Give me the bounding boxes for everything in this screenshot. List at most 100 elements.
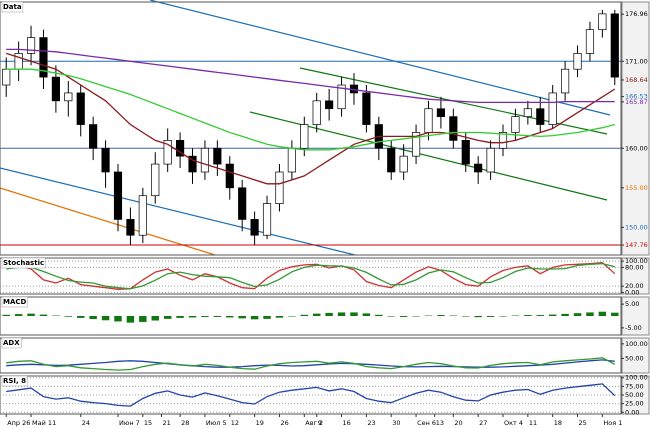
bar <box>151 316 159 321</box>
axis-column <box>621 337 650 374</box>
series-line <box>6 48 615 104</box>
x-tick-label: 28 <box>181 419 189 427</box>
panel-title: Data <box>3 3 22 11</box>
bar <box>163 316 172 319</box>
candle-body <box>461 140 470 165</box>
x-tick-label: Июн 7 <box>119 419 140 427</box>
y-tick-label: 100.00 <box>625 257 648 265</box>
series-line <box>6 262 615 290</box>
bar <box>375 314 383 316</box>
candle-body <box>225 163 234 189</box>
x-tick-label: Июл 5 <box>206 419 227 427</box>
panel-frame <box>0 257 622 295</box>
bar <box>238 316 246 319</box>
bar <box>126 316 135 323</box>
x-tick-label: 27 <box>479 419 487 427</box>
x-tick-label: Ноя 1 <box>603 419 622 427</box>
bar <box>536 315 544 316</box>
bar <box>325 312 333 316</box>
bar <box>486 316 495 317</box>
series-line <box>6 68 615 151</box>
bar <box>89 316 97 320</box>
x-tick-label: Окт 4 <box>504 419 523 427</box>
candle-body <box>200 147 210 173</box>
panel-title-box <box>1 257 46 269</box>
candle-body <box>523 108 532 117</box>
panel-frame <box>0 296 622 336</box>
candle-body <box>300 124 309 149</box>
bar <box>226 316 234 318</box>
x-tick-label: Апр 26 <box>7 419 30 427</box>
bar <box>412 316 420 317</box>
x-tick-label: 9 <box>318 419 322 427</box>
axis-column <box>621 296 650 336</box>
candle-body <box>275 171 284 204</box>
bar <box>524 315 532 316</box>
candle-body <box>325 100 334 110</box>
candle-body <box>287 147 296 173</box>
candle-body <box>511 116 520 133</box>
x-tick-label: 24 <box>82 419 90 427</box>
panel-title-box <box>1 337 22 349</box>
bar <box>424 315 433 317</box>
bar <box>350 312 358 316</box>
candle-body <box>39 37 48 78</box>
candle-body <box>362 92 371 125</box>
bar <box>548 314 557 316</box>
series-line <box>6 52 616 185</box>
bar <box>52 315 60 317</box>
y-tick-label: 5.00 <box>625 300 639 308</box>
x-tick-label: 12 <box>231 419 239 427</box>
x-tick-label: 18 <box>554 419 562 427</box>
x-tick-label: 19 <box>256 419 264 427</box>
series-line <box>6 359 615 368</box>
candle-body <box>176 140 185 157</box>
candle-body <box>101 147 110 173</box>
candle-body <box>51 76 60 102</box>
bar <box>27 313 35 316</box>
x-tick-label: 23 <box>367 419 375 427</box>
y-tick-label: 50.00 <box>625 354 644 362</box>
candle-body <box>14 53 23 70</box>
panel-frame <box>0 337 622 374</box>
candle-body <box>387 147 396 173</box>
y-tick-label: 25.00 <box>625 400 644 408</box>
panel-title: ADX <box>3 339 20 347</box>
x-tick-label: 11 <box>529 419 537 427</box>
bar <box>399 316 408 317</box>
candle-body <box>486 147 495 173</box>
bar <box>462 316 470 317</box>
panel-title-box <box>1 296 28 308</box>
bar <box>77 316 85 318</box>
trend-line <box>0 167 356 256</box>
candle-body <box>238 187 247 220</box>
y-tick-label: 168.64 <box>625 76 648 84</box>
bar <box>288 316 296 317</box>
candle-body <box>561 68 570 94</box>
candle-body <box>536 108 545 125</box>
x-tick-label: 25 <box>579 419 587 427</box>
candle-body <box>436 108 445 117</box>
candle-body <box>262 203 272 236</box>
bar <box>511 315 520 317</box>
x-tick-label: Авг 2 <box>305 419 323 427</box>
bar <box>114 316 122 322</box>
candle-body <box>449 116 458 141</box>
bar <box>449 315 458 317</box>
candle-body <box>163 140 172 165</box>
panel-title-box <box>1 1 24 13</box>
axis-column <box>621 375 650 415</box>
candle-body <box>76 92 85 125</box>
bar <box>14 314 23 316</box>
bar <box>337 312 346 316</box>
candle-body <box>411 132 421 157</box>
candle-body <box>498 132 508 149</box>
series-line <box>6 383 616 407</box>
y-tick-label: 50.00 <box>625 391 644 399</box>
candle-body <box>126 219 135 236</box>
panel-frame <box>0 1 622 256</box>
candle-body <box>399 155 408 173</box>
panel-title-box <box>1 375 28 387</box>
candle-body <box>113 171 123 220</box>
